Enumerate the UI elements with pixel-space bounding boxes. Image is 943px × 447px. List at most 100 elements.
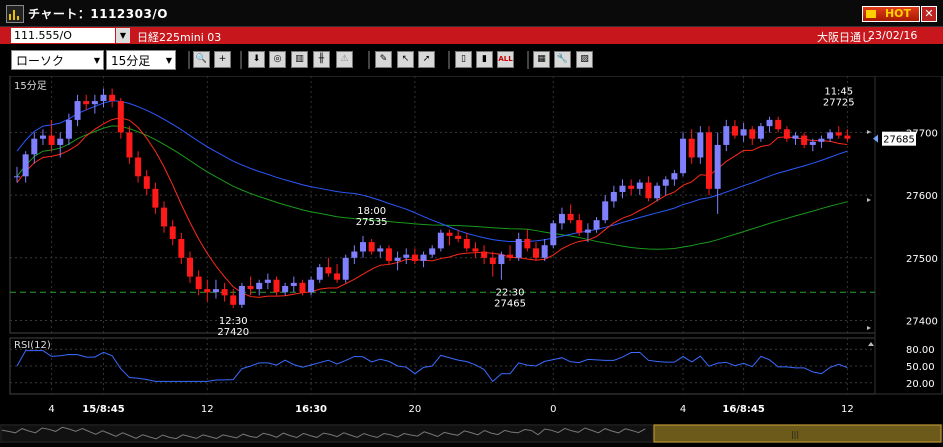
candle-body xyxy=(783,129,790,139)
candle-body xyxy=(576,220,583,233)
candle-body xyxy=(342,257,349,280)
chart-area[interactable]: 27400 27500 27600 27700 4 15/8:45 12 16:30 20 0 4 1… xyxy=(0,76,943,424)
all-button[interactable]: ALL xyxy=(497,51,514,68)
arrow-button[interactable]: ➚ xyxy=(418,51,435,68)
candle-button[interactable]: ╫ xyxy=(313,51,330,68)
candle-body xyxy=(489,257,496,265)
symbol-dropdown-button[interactable]: ▼ xyxy=(116,28,130,43)
cursor-button[interactable]: ↖ xyxy=(397,51,414,68)
candle-pair-button[interactable]: ▯ xyxy=(455,51,472,68)
interval-select[interactable]: 15分足 ▼ xyxy=(106,50,176,70)
candle-single-icon: ▮ xyxy=(482,54,487,64)
candle-body xyxy=(403,254,410,258)
candle-body xyxy=(723,126,730,145)
time-tick-label: 12 xyxy=(841,404,854,415)
candle-body xyxy=(325,267,332,274)
cursor-icon: ↖ xyxy=(401,54,410,64)
candle-body xyxy=(533,248,539,258)
time-tick-label: 0 xyxy=(550,404,556,415)
candle-body xyxy=(844,135,851,139)
rsi-label: RSI(12) xyxy=(14,340,51,351)
candle-body xyxy=(619,185,626,192)
current-price-label: 27685 xyxy=(883,135,915,146)
candle-body xyxy=(610,191,617,202)
ma-mid-line xyxy=(16,100,848,243)
current-price-box xyxy=(882,131,916,146)
interval-label: 15分足 xyxy=(14,80,47,92)
trade-date: 23/02/16 xyxy=(868,29,918,42)
candle-body xyxy=(541,245,548,258)
rsi-tick-label: 20.00 xyxy=(906,379,935,390)
candle-body xyxy=(731,126,738,136)
candle-single-button[interactable]: ▮ xyxy=(476,51,493,68)
zoom-button[interactable]: 🔍 xyxy=(193,51,210,68)
annotation-price: 27535 xyxy=(356,217,388,228)
candle-body xyxy=(550,223,557,246)
candle-body xyxy=(671,173,678,180)
pointer-button[interactable]: ⬇ xyxy=(248,51,265,68)
crosshair-icon: + xyxy=(218,54,227,64)
app-chart-icon xyxy=(6,5,24,23)
price-tick-label: 27400 xyxy=(906,316,938,327)
candle-body xyxy=(100,94,107,102)
candle-body xyxy=(187,257,193,277)
crosshair-button[interactable]: + xyxy=(214,51,231,68)
palette-button[interactable]: ▨ xyxy=(576,51,593,68)
price-tick-label: 27600 xyxy=(906,191,938,202)
time-tick-label: 4 xyxy=(48,404,54,415)
pencil-button[interactable]: ✎ xyxy=(375,51,392,68)
chart-type-select[interactable]: ローソク ▼ xyxy=(11,50,104,70)
candle-body xyxy=(714,144,721,189)
magnify-reset-button[interactable]: ◎ xyxy=(269,51,286,68)
candle-body xyxy=(221,289,228,296)
grid-button[interactable]: ▦ xyxy=(533,51,550,68)
title-bar: チャート：1112303/O HOT ✕ xyxy=(0,0,943,27)
time-tick-label: 4 xyxy=(680,404,686,415)
pointer-icon: ⬇ xyxy=(252,54,261,64)
time-scrollbar[interactable]: ||| xyxy=(0,424,943,443)
candle-body xyxy=(91,101,98,105)
symbol-bar: 111.555/O ▼ 日経225mini 03 大阪日通し 23/02/16 xyxy=(0,27,943,44)
bar-chart-button[interactable]: ▥ xyxy=(291,51,308,68)
candle-body xyxy=(515,238,522,258)
wrench-button[interactable]: 🔧 xyxy=(554,51,571,68)
annotation-time: 18:00 xyxy=(357,206,386,217)
symbol-input[interactable]: 111.555/O xyxy=(11,28,115,43)
candle-body xyxy=(143,176,150,189)
ma-long-line xyxy=(16,125,848,250)
wrench-icon: 🔧 xyxy=(556,54,569,64)
candle-body xyxy=(39,135,46,139)
annotation-price: 27420 xyxy=(217,327,249,338)
candle-body xyxy=(524,238,531,249)
symbol-name: 日経225mini 03 xyxy=(137,31,222,44)
hot-button[interactable]: HOT xyxy=(862,6,920,22)
candle-body xyxy=(801,135,808,145)
bar-chart-icon: ▥ xyxy=(295,54,304,64)
candle-body xyxy=(48,135,55,145)
candle-body xyxy=(83,101,90,105)
warning-button[interactable]: ⚠ xyxy=(336,51,353,68)
candle-body xyxy=(645,182,652,199)
candle-body xyxy=(299,282,306,293)
candle-body xyxy=(14,176,20,178)
time-tick-label: 16:30 xyxy=(295,404,327,415)
candle-body xyxy=(766,119,773,127)
candle-body xyxy=(109,94,116,102)
annotation-time: 22:30 xyxy=(496,288,525,299)
time-tick-label: 16/8:45 xyxy=(722,404,764,415)
candle-body xyxy=(394,257,401,261)
close-button[interactable]: ✕ xyxy=(921,6,937,22)
candle-body xyxy=(740,129,747,136)
candle-body xyxy=(31,138,38,155)
interval-value: 15分足 xyxy=(111,54,151,68)
candle-body xyxy=(385,248,392,261)
price-axis xyxy=(874,76,943,395)
annotation-price: 27465 xyxy=(494,299,526,310)
candle-body xyxy=(775,119,782,130)
candle-body xyxy=(498,254,505,265)
candle-body xyxy=(411,254,418,261)
annotation-time: 12:30 xyxy=(219,316,248,327)
rsi-tick-label: 50.00 xyxy=(906,362,935,373)
candle-pair-icon: ▯ xyxy=(461,54,466,64)
candle-body xyxy=(429,248,436,255)
